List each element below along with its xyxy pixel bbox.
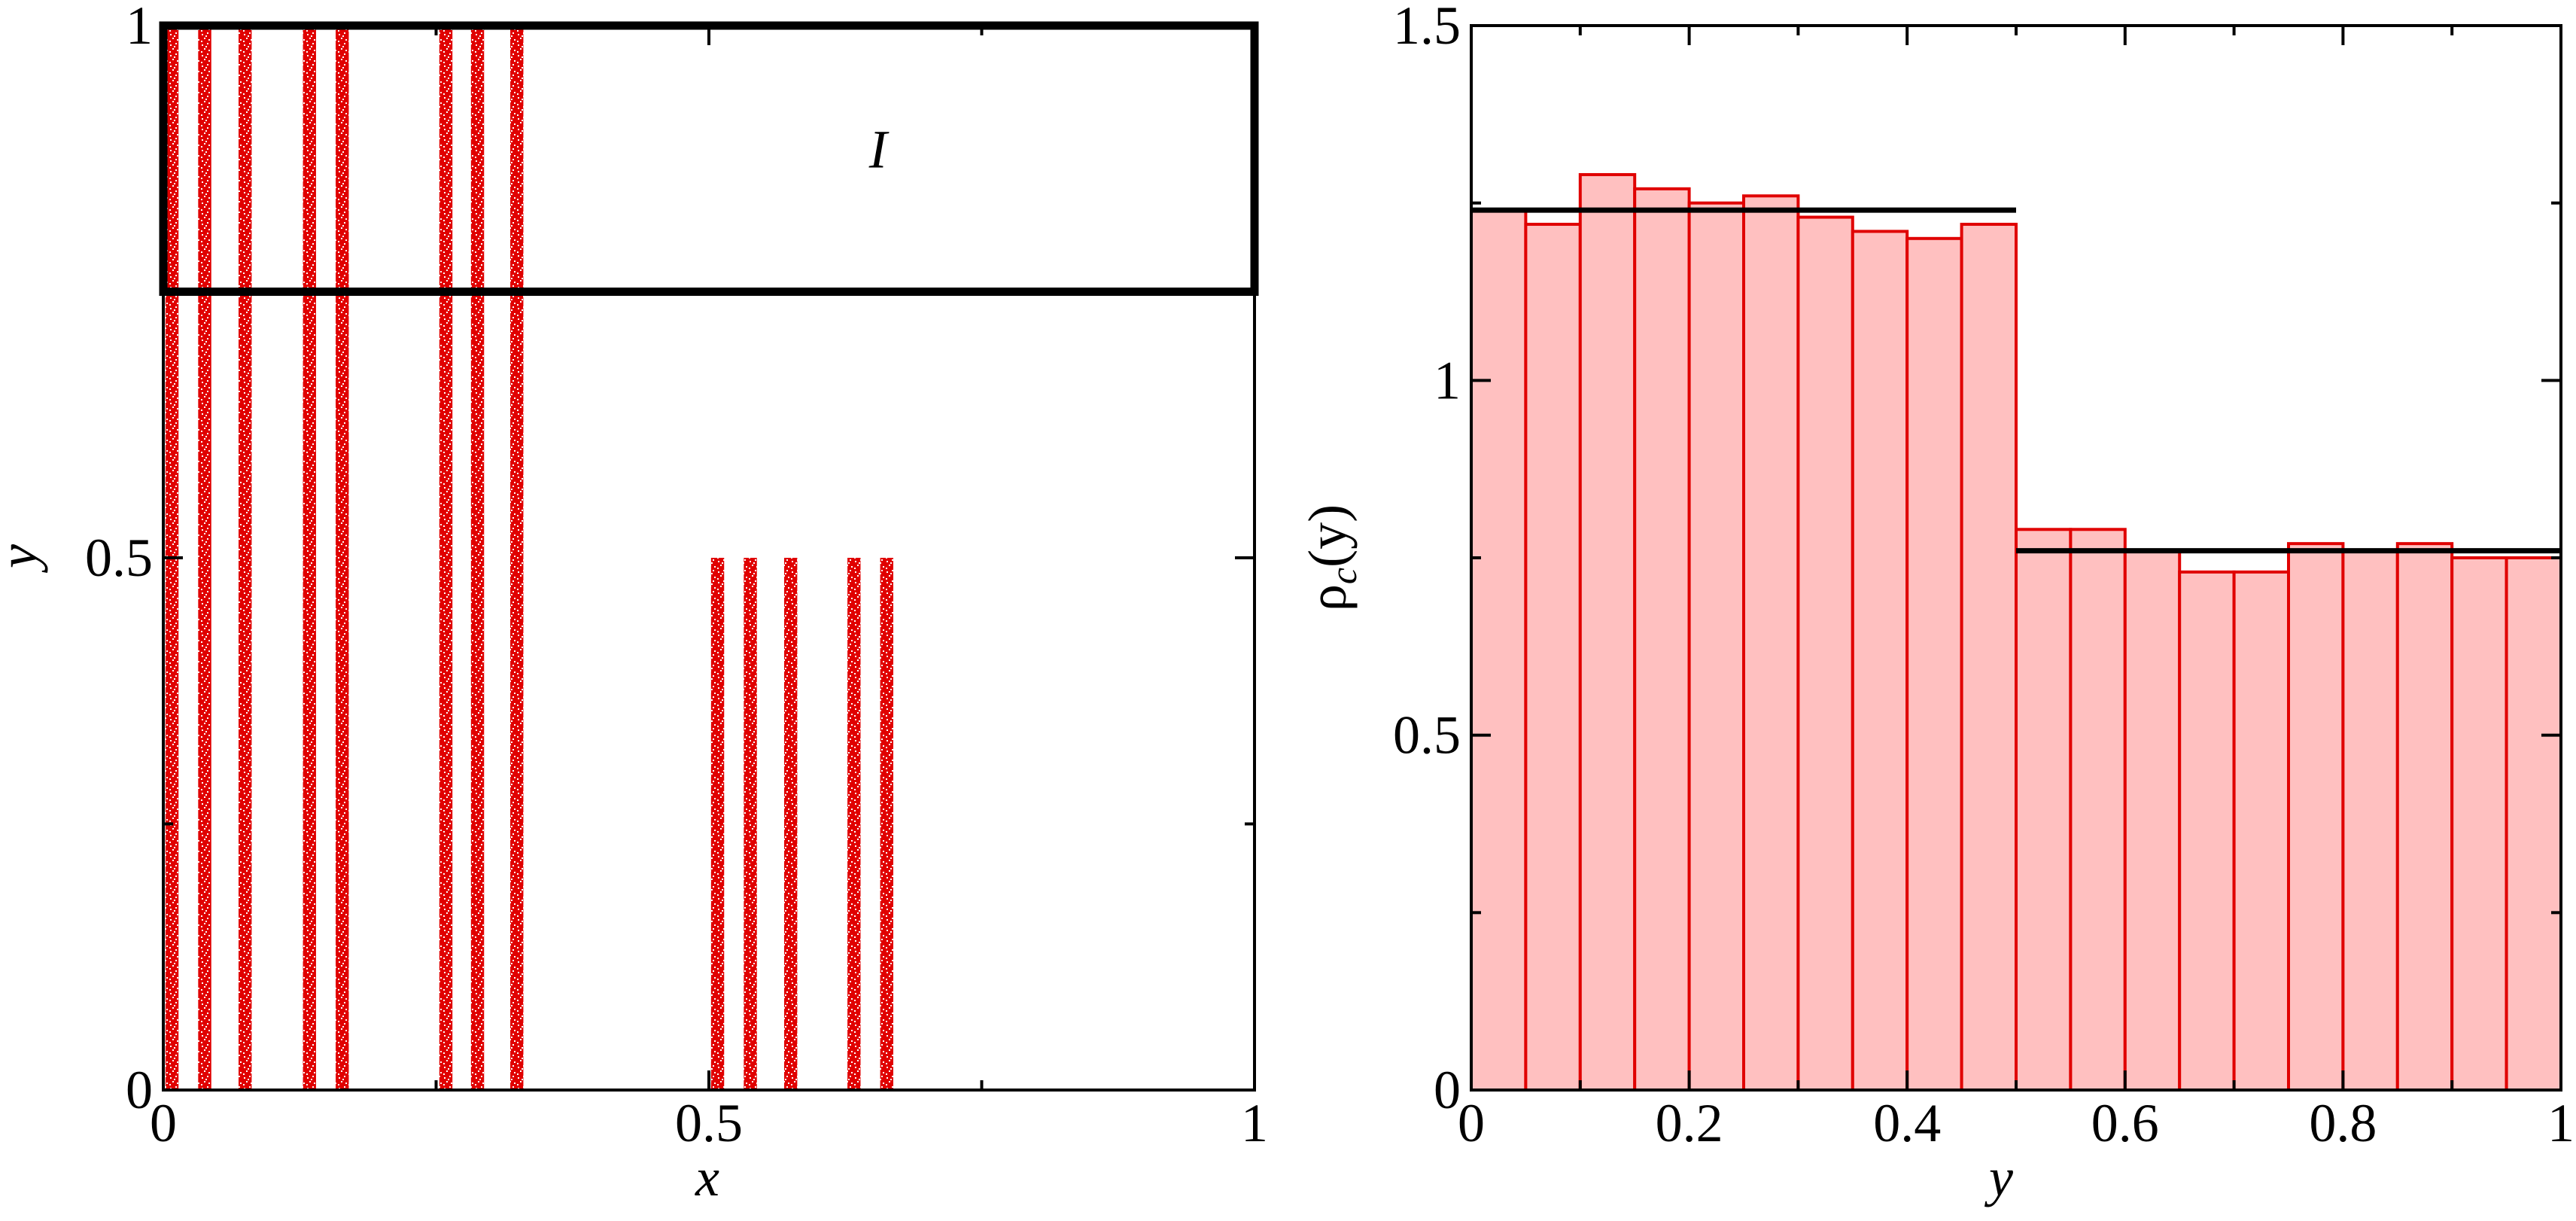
histogram-bar-2 xyxy=(1578,172,1637,1092)
scatter-points xyxy=(165,26,893,1090)
right-x-tick-label: 0.2 xyxy=(1656,1093,1723,1153)
histogram-bar-7 xyxy=(1851,230,1909,1092)
histogram-bar-4 xyxy=(1687,201,1746,1092)
scatter-stripe-4 xyxy=(336,26,349,1090)
right-x-tick-label: 0.4 xyxy=(1873,1093,1941,1153)
scatter-stripe-7 xyxy=(510,26,524,1090)
histogram-bar-10 xyxy=(2015,528,2073,1092)
ylabel-sub: c xyxy=(1322,568,1364,584)
scatter-stripe-12 xyxy=(880,558,893,1090)
histogram-bar-14 xyxy=(2232,570,2291,1092)
scatter-stripe-1 xyxy=(198,26,211,1090)
histogram-bar-11 xyxy=(2069,528,2127,1092)
right-y-axis-title: ρc(y) xyxy=(1297,504,1364,611)
right-y-tick-label: 0 xyxy=(1434,1060,1461,1120)
histogram-bar-8 xyxy=(1905,236,1963,1092)
left-x-tick-label: 0 xyxy=(150,1093,177,1153)
reference-lines xyxy=(1471,207,2561,554)
left-y-axis-title: y xyxy=(0,544,48,574)
histogram-bar-5 xyxy=(1742,194,1800,1092)
histogram-bar-15 xyxy=(2287,542,2345,1092)
right-x-tick-label: 0 xyxy=(1458,1093,1485,1153)
left-panel-scatter: 0 0.5 1 0 0.5 1 I x y xyxy=(0,0,1268,1207)
region-I-box xyxy=(159,21,1259,296)
region-I-label: I xyxy=(868,120,890,180)
right-ticks: 0 0.2 0.4 0.6 0.8 1 0 0.5 1 1.5 xyxy=(1393,0,2574,1153)
right-y-tick-label: 0.5 xyxy=(1393,705,1461,766)
histogram-bar-18 xyxy=(2450,556,2508,1092)
scatter-stripe-9 xyxy=(744,558,757,1090)
histogram-bar-1 xyxy=(1524,222,1582,1092)
scatter-stripe-5 xyxy=(439,26,453,1090)
right-y-tick-label: 1.5 xyxy=(1393,0,1461,56)
left-y-tick-label: 0 xyxy=(126,1060,153,1120)
left-plot-frame xyxy=(162,24,1256,1092)
left-x-tick-label: 1 xyxy=(1241,1093,1268,1153)
left-y-tick-label: 0.5 xyxy=(85,528,153,588)
scatter-stripe-6 xyxy=(470,26,485,1090)
left-y-tick-label: 1 xyxy=(126,0,153,56)
histogram-bars xyxy=(1470,172,2563,1092)
scatter-stripe-3 xyxy=(303,26,316,1090)
right-x-tick-label: 0.8 xyxy=(2309,1093,2377,1153)
left-ticks: 0 0.5 1 0 0.5 1 xyxy=(85,0,1268,1153)
right-x-tick-label: 0.6 xyxy=(2091,1093,2159,1153)
right-panel-histogram: 0 0.2 0.4 0.6 0.8 1 0 0.5 1 1.5 y ρc(y) xyxy=(1297,0,2574,1207)
histogram-bar-6 xyxy=(1796,215,1854,1092)
ylabel-arg: (y) xyxy=(1297,504,1358,568)
scatter-stripe-10 xyxy=(783,558,798,1090)
right-x-tick-label: 1 xyxy=(2547,1093,2574,1153)
histogram-bar-0 xyxy=(1470,209,1528,1092)
right-x-axis-title: y xyxy=(1984,1147,2013,1207)
histogram-bar-12 xyxy=(2123,549,2182,1092)
ylabel-rho: ρ xyxy=(1297,584,1358,611)
histogram-bar-3 xyxy=(1633,187,1691,1092)
histogram-bar-16 xyxy=(2341,549,2399,1092)
histogram-bar-9 xyxy=(1960,222,2018,1092)
right-y-tick-label: 1 xyxy=(1434,350,1461,410)
scatter-stripe-11 xyxy=(847,558,861,1090)
scatter-stripe-8 xyxy=(710,558,725,1090)
left-x-axis-title: x xyxy=(695,1147,719,1207)
scatter-stripe-2 xyxy=(238,26,252,1090)
histogram-bar-13 xyxy=(2178,570,2236,1092)
left-x-tick-label: 0.5 xyxy=(675,1093,743,1153)
histogram-bar-17 xyxy=(2395,542,2454,1092)
histogram-bar-19 xyxy=(2505,556,2563,1092)
